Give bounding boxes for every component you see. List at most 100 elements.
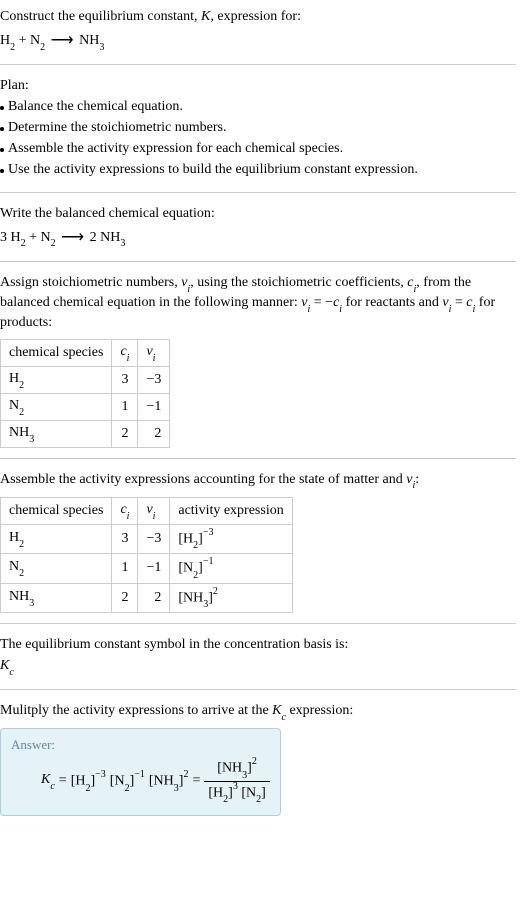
balanced-title: Write the balanced chemical equation: xyxy=(0,205,516,224)
cell-activity: [N2]−1 xyxy=(170,554,292,583)
symbol-K: K xyxy=(0,658,9,673)
assign-c: c xyxy=(407,275,413,290)
symbol-section: The equilibrium constant symbol in the c… xyxy=(0,624,516,690)
symbol-kc: Kc xyxy=(0,657,516,677)
cell-nui: −1 xyxy=(138,554,170,583)
final-c: c xyxy=(282,712,286,723)
activity-nu-i: i xyxy=(413,480,416,491)
species-nh3-sub: 3 xyxy=(99,42,104,53)
term-n2: [N2]−1 xyxy=(110,771,145,791)
answer-kc: Kc xyxy=(41,772,55,790)
cell-species: N2 xyxy=(1,554,112,583)
cell-ci: 3 xyxy=(112,367,138,394)
bullet-icon xyxy=(0,148,4,152)
activity-table: chemical species ci νi activity expressi… xyxy=(0,497,293,613)
th-nui: νi xyxy=(138,340,170,367)
cell-activity: [NH3]2 xyxy=(170,583,292,612)
assign-react-eq: = − xyxy=(310,295,333,310)
plan-section: Plan: Balance the chemical equation. Det… xyxy=(0,65,516,192)
th-nui: νi xyxy=(138,497,170,524)
bullet-icon xyxy=(0,127,4,131)
coef-h2-sub: 2 xyxy=(21,238,26,249)
activity-t1: Assemble the activity expressions accoun… xyxy=(0,472,406,487)
coef-n2: N xyxy=(41,230,51,245)
assign-prod-c-i: i xyxy=(473,304,476,315)
plan-bullet-1-text: Balance the chemical equation. xyxy=(8,98,183,117)
cell-ci: 2 xyxy=(112,420,138,447)
plus: + xyxy=(15,33,30,48)
table-row: N2 1 −1 xyxy=(1,393,170,420)
assign-react-nu: ν xyxy=(301,295,307,310)
cell-species: H2 xyxy=(1,367,112,394)
intro-K: K xyxy=(201,9,210,24)
intro-line: Construct the equilibrium constant, K, e… xyxy=(0,8,516,27)
cell-ci: 1 xyxy=(112,554,138,583)
assign-prod-c: c xyxy=(466,295,472,310)
plan-bullet-1: Balance the chemical equation. xyxy=(0,98,516,117)
plan-bullet-3-text: Assemble the activity expression for eac… xyxy=(8,140,343,159)
final-section: Mulitply the activity expressions to arr… xyxy=(0,690,516,826)
th-species: chemical species xyxy=(1,497,112,524)
species-n2-sub: 2 xyxy=(40,42,45,53)
eq-sign-2: = xyxy=(192,773,200,789)
fraction: [NH3]2 [H2]3 [N2] xyxy=(204,759,269,803)
coef-nh3-sub: 3 xyxy=(120,238,125,249)
bullet-icon xyxy=(0,169,4,173)
assign-prod-eq: = xyxy=(451,295,466,310)
final-title-post: expression: xyxy=(286,703,353,718)
activity-section: Assemble the activity expressions accoun… xyxy=(0,459,516,624)
assign-mid1: for reactants and xyxy=(342,295,442,310)
th-species: chemical species xyxy=(1,340,112,367)
table-row: NH3 2 2 [NH3]2 xyxy=(1,583,293,612)
coef-h2: 3 H xyxy=(0,230,21,245)
cell-species: H2 xyxy=(1,524,112,553)
plan-bullet-4-text: Use the activity expressions to build th… xyxy=(8,161,418,180)
intro-text-post: , expression for: xyxy=(210,9,301,24)
assign-react-c-i: i xyxy=(339,304,342,315)
table-row: H2 3 −3 xyxy=(1,367,170,394)
activity-nu: ν xyxy=(406,472,412,487)
cell-ci: 3 xyxy=(112,524,138,553)
cell-species: N2 xyxy=(1,393,112,420)
final-title: Mulitply the activity expressions to arr… xyxy=(0,702,516,722)
plan-bullet-2-text: Determine the stoichiometric numbers. xyxy=(8,119,227,138)
assign-react-nu-i: i xyxy=(308,304,311,315)
final-title-pre: Mulitply the activity expressions to arr… xyxy=(0,703,272,718)
assign-section: Assign stoichiometric numbers, νi, using… xyxy=(0,262,516,459)
table-row: NH3 2 2 xyxy=(1,420,170,447)
coef-n2-sub: 2 xyxy=(51,238,56,249)
th-activity: activity expression xyxy=(170,497,292,524)
arrow-icon: ⟶ xyxy=(59,227,86,249)
cell-ci: 1 xyxy=(112,393,138,420)
fraction-numerator: [NH3]2 xyxy=(204,759,269,781)
plan-title: Plan: xyxy=(0,77,516,96)
th-ci: ci xyxy=(112,497,138,524)
answer-box: Answer: Kc = [H2]−3 [N2]−1 [NH3]2 = [NH3… xyxy=(0,728,281,816)
assign-c-i: i xyxy=(414,284,417,295)
balanced-equation: 3 H2 + N2 ⟶ 2 NH3 xyxy=(0,226,516,249)
cell-ci: 2 xyxy=(112,583,138,612)
cell-nui: −3 xyxy=(138,524,170,553)
symbol-c: c xyxy=(9,667,13,678)
activity-t2: : xyxy=(415,472,419,487)
cell-species: NH3 xyxy=(1,583,112,612)
cell-nui: −3 xyxy=(138,367,170,394)
page: Construct the equilibrium constant, K, e… xyxy=(0,0,524,832)
final-K: K xyxy=(272,703,281,718)
cell-nui: 2 xyxy=(138,420,170,447)
assign-table: chemical species ci νi H2 3 −3 N2 1 −1 N… xyxy=(0,339,170,447)
balanced-section: Write the balanced chemical equation: 3 … xyxy=(0,193,516,262)
intro-text-pre: Construct the equilibrium constant, xyxy=(0,9,201,24)
species-h2-sub: 2 xyxy=(10,42,15,53)
assign-prod-nu-i: i xyxy=(449,304,452,315)
symbol-line1: The equilibrium constant symbol in the c… xyxy=(0,636,516,655)
activity-text: Assemble the activity expressions accoun… xyxy=(0,471,516,491)
assign-text: Assign stoichiometric numbers, νi, using… xyxy=(0,274,516,333)
cell-species: NH3 xyxy=(1,420,112,447)
cell-activity: [H2]−3 xyxy=(170,524,292,553)
intro-section: Construct the equilibrium constant, K, e… xyxy=(0,8,516,65)
assign-prod-nu: ν xyxy=(442,295,448,310)
cell-nui: −1 xyxy=(138,393,170,420)
eq-sign: = xyxy=(59,773,67,789)
species-h2: H xyxy=(0,33,10,48)
